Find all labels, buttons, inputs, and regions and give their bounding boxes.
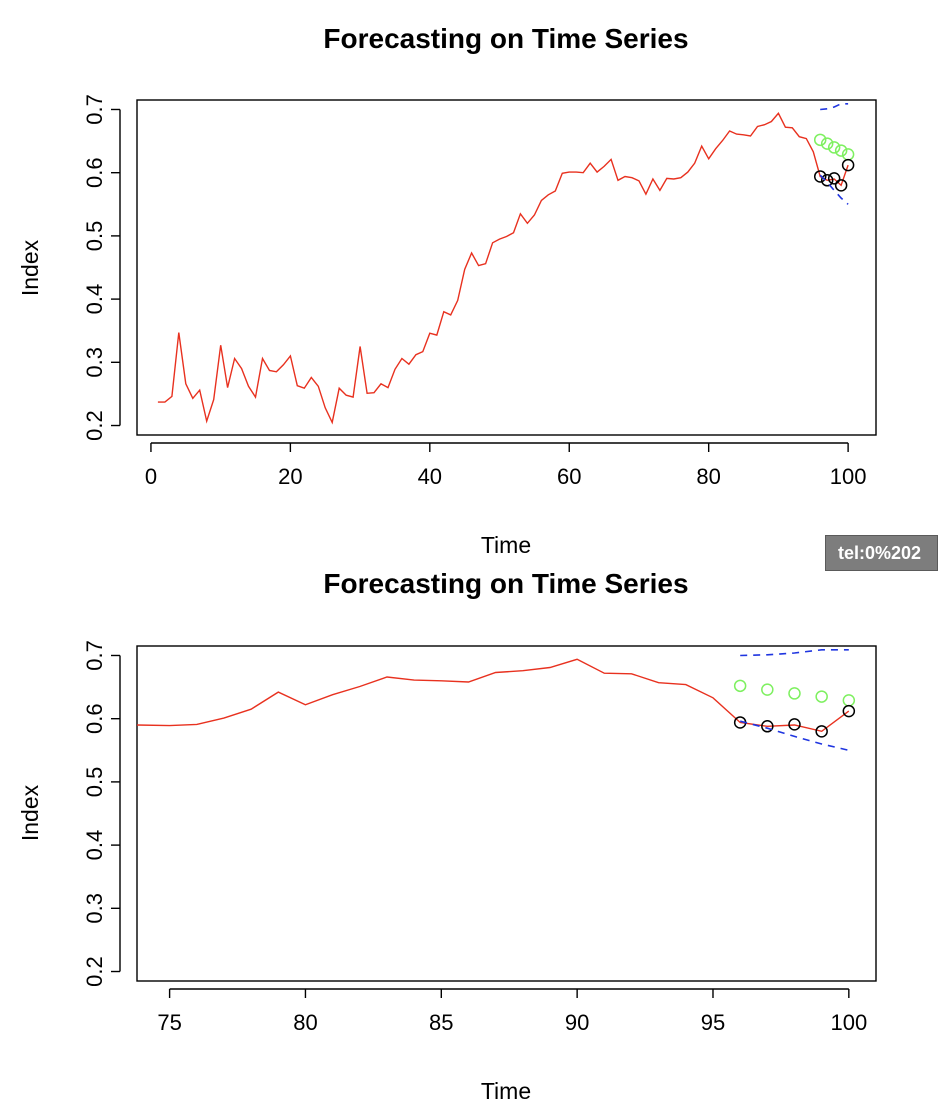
y-tick-label: 0.2 bbox=[82, 410, 107, 441]
forecast-point bbox=[813, 133, 827, 147]
forecast-point bbox=[733, 679, 747, 693]
plot-box bbox=[136, 645, 877, 982]
forecast-point bbox=[820, 137, 834, 150]
actual-point bbox=[788, 718, 801, 731]
y-tick-label: 0.3 bbox=[82, 347, 107, 378]
y-axis-label: Index bbox=[17, 239, 43, 296]
x-tick-label: 75 bbox=[157, 1010, 181, 1035]
actual-point bbox=[827, 172, 841, 185]
lower-bound-line bbox=[819, 174, 849, 205]
y-tick-label: 0.7 bbox=[82, 94, 107, 125]
lower-bound-line bbox=[739, 720, 849, 752]
link-tooltip: tel:0%202 bbox=[825, 535, 938, 571]
y-tick-label: 0.3 bbox=[82, 893, 107, 924]
observed-series-line bbox=[136, 658, 850, 733]
x-tick-label: 80 bbox=[293, 1010, 317, 1035]
y-tick-label: 0.2 bbox=[82, 956, 107, 987]
actual-point bbox=[842, 704, 856, 718]
y-tick-label: 0.6 bbox=[82, 703, 107, 734]
forecast-point bbox=[827, 141, 841, 154]
x-tick-label: 80 bbox=[696, 464, 720, 489]
forecast-point bbox=[834, 144, 848, 157]
actual-point bbox=[820, 174, 834, 187]
actual-point bbox=[813, 170, 827, 183]
forecast-point bbox=[815, 690, 828, 703]
x-axis-label: Time bbox=[481, 532, 531, 558]
chart-title: Forecasting on Time Series bbox=[323, 568, 688, 599]
actual-point bbox=[761, 720, 774, 733]
y-tick-label: 0.4 bbox=[82, 830, 107, 861]
y-tick-label: 0.5 bbox=[82, 221, 107, 252]
upper-bound-line bbox=[740, 648, 849, 657]
x-tick-label: 60 bbox=[557, 464, 581, 489]
x-tick-label: 95 bbox=[701, 1010, 725, 1035]
observed-series-line bbox=[157, 112, 849, 425]
x-tick-label: 85 bbox=[429, 1010, 453, 1035]
x-tick-label: 0 bbox=[145, 464, 157, 489]
x-tick-label: 20 bbox=[278, 464, 302, 489]
actual-point bbox=[834, 179, 848, 192]
y-tick-label: 0.6 bbox=[82, 157, 107, 188]
bottom-panel: Forecasting on Time Series Time Index 75… bbox=[17, 568, 877, 1104]
plot-box bbox=[136, 99, 877, 436]
forecast-point bbox=[788, 687, 801, 700]
x-tick-label: 90 bbox=[565, 1010, 589, 1035]
actual-point bbox=[841, 158, 855, 172]
y-tick-label: 0.4 bbox=[82, 284, 107, 315]
x-axis-label: Time bbox=[481, 1078, 531, 1104]
y-tick-label: 0.5 bbox=[82, 767, 107, 798]
actual-point bbox=[815, 725, 828, 738]
y-tick-label: 0.7 bbox=[82, 640, 107, 671]
x-tick-label: 40 bbox=[418, 464, 442, 489]
x-tick-label: 100 bbox=[830, 1010, 867, 1035]
x-tick-label: 100 bbox=[830, 464, 867, 489]
upper-bound-line bbox=[820, 103, 849, 111]
y-axis-label: Index bbox=[17, 784, 43, 841]
plot-marks: 75 80 85 90 95 100 0.2 0.3 0.4 0.5 0.6 0.7 bbox=[82, 640, 867, 1035]
plot-marks: 0 20 40 60 80 100 0.2 0.3 0.4 0.5 0.6 0.7 bbox=[82, 94, 866, 489]
forecast-point bbox=[842, 694, 856, 707]
forecast-point bbox=[761, 683, 774, 696]
top-panel: Forecasting on Time Series Time Index 0 2… bbox=[17, 23, 877, 558]
chart-title: Forecasting on Time Series bbox=[323, 23, 688, 54]
